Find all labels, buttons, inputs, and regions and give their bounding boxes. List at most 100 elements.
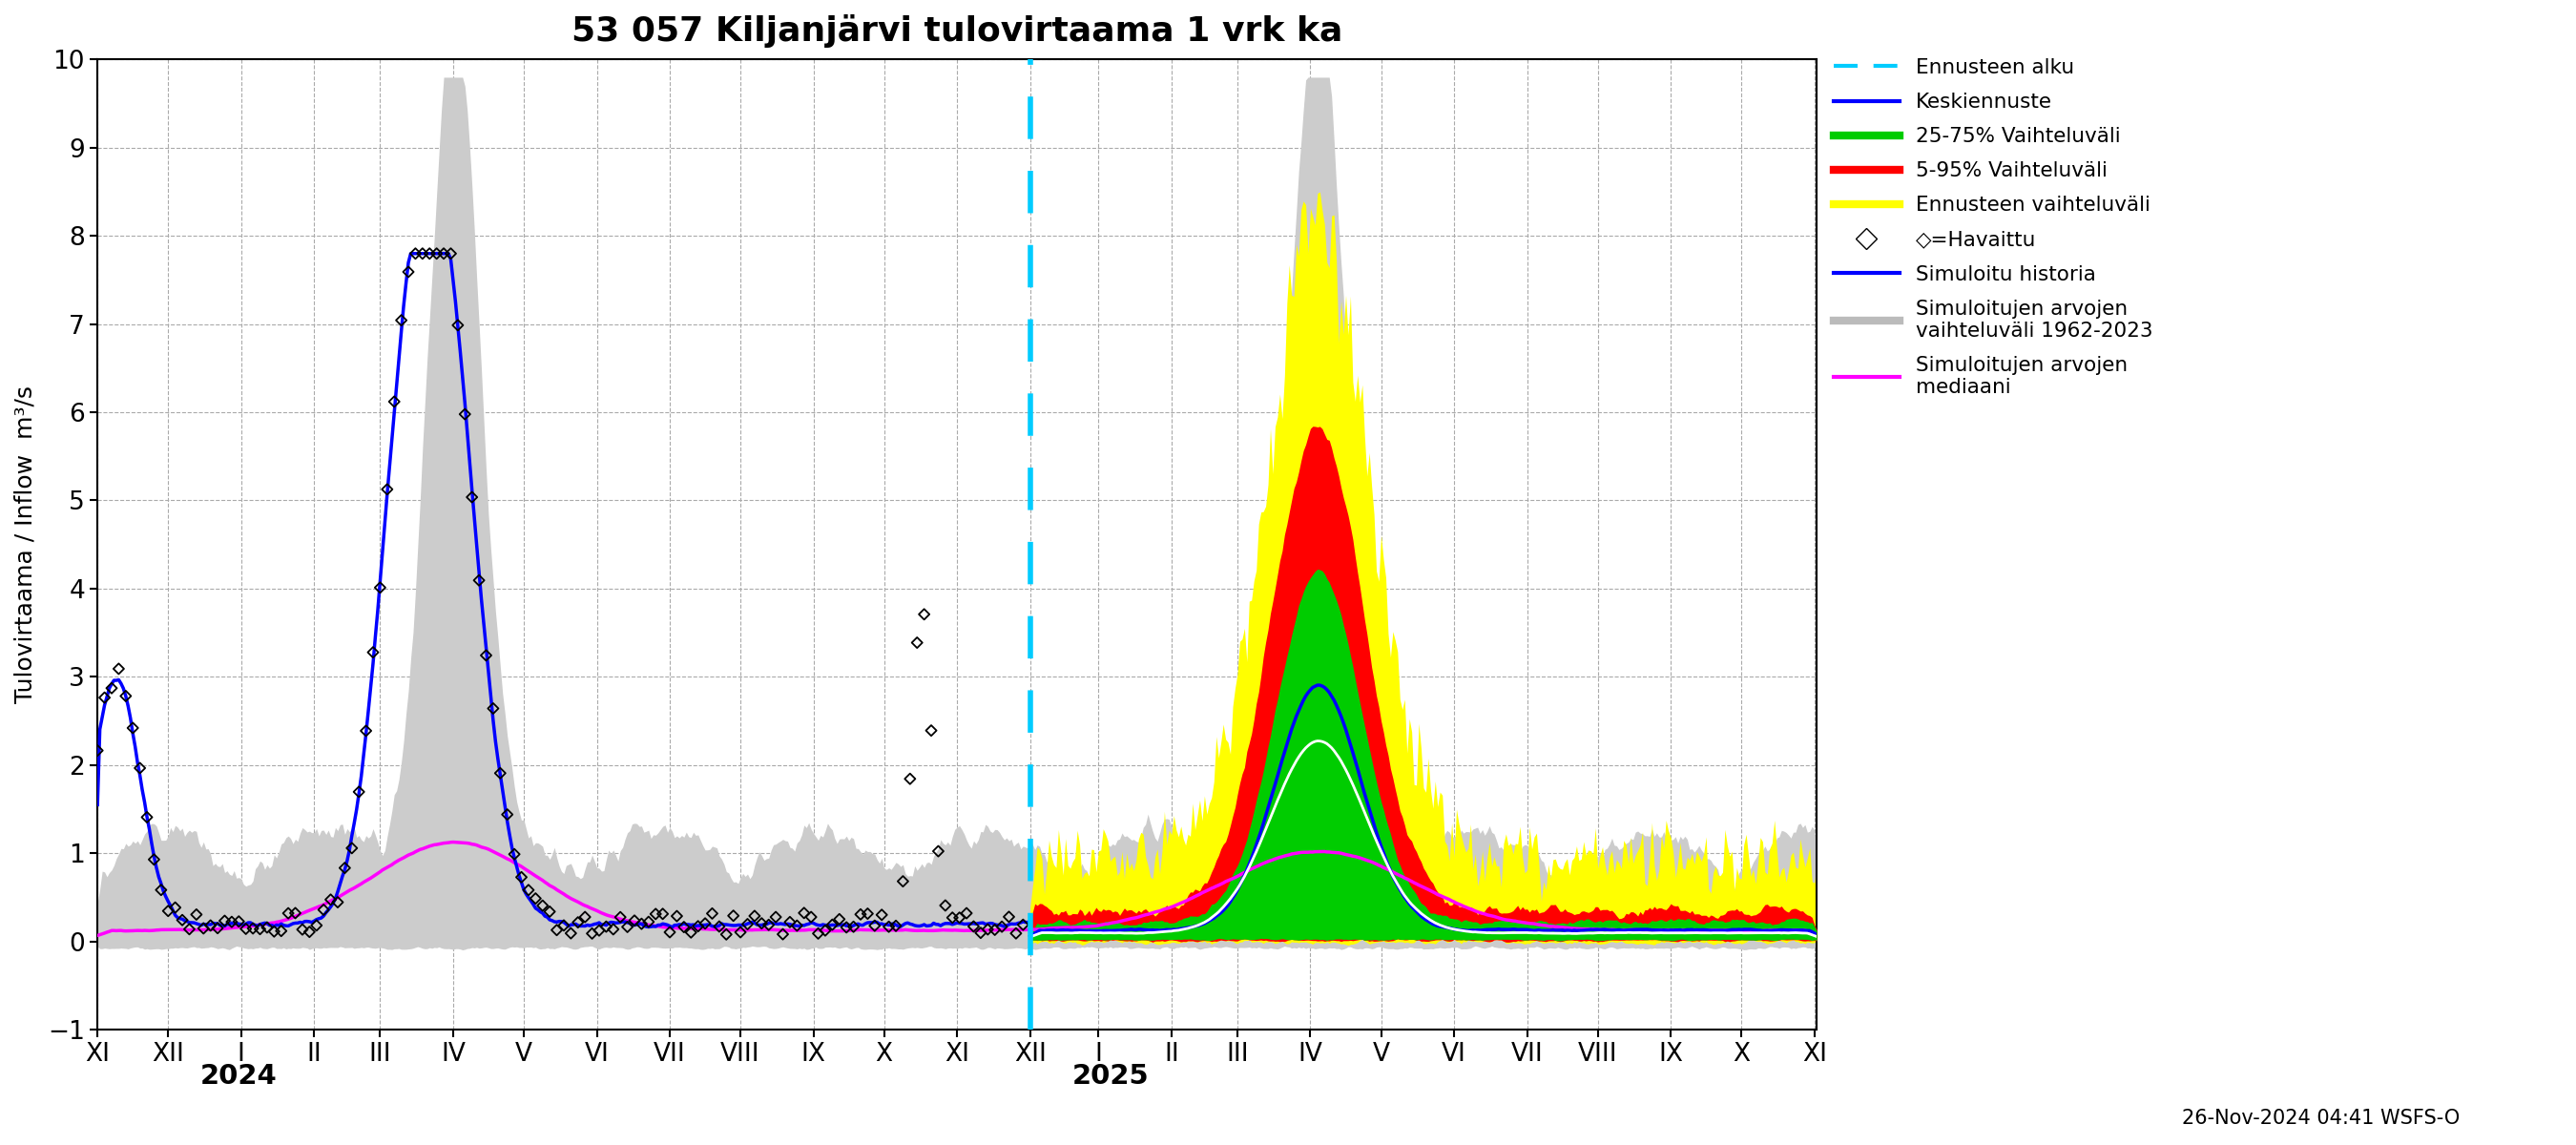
Point xyxy=(775,916,817,934)
Point xyxy=(106,687,147,705)
Point xyxy=(742,914,783,932)
Point xyxy=(783,903,824,922)
Point xyxy=(232,919,273,938)
Point xyxy=(90,679,131,697)
Point xyxy=(762,925,804,943)
Point xyxy=(706,925,747,943)
Point xyxy=(868,917,909,935)
Point xyxy=(134,851,175,869)
Point xyxy=(804,922,845,940)
Point xyxy=(608,918,649,937)
Point xyxy=(155,899,196,917)
Point xyxy=(714,907,755,925)
Point xyxy=(925,897,966,915)
Point xyxy=(374,393,415,411)
Point xyxy=(126,808,167,827)
Point xyxy=(832,917,873,935)
Point xyxy=(592,921,634,939)
Point xyxy=(353,643,394,662)
Point xyxy=(204,911,245,930)
Point xyxy=(113,719,155,737)
Point xyxy=(381,311,422,330)
Point xyxy=(909,721,951,740)
Point xyxy=(641,905,683,923)
Point xyxy=(252,923,294,941)
Point xyxy=(515,890,556,908)
Point xyxy=(1002,916,1043,934)
Title: 53 057 Kiljanjärvi tulovirtaama 1 vrk ka: 53 057 Kiljanjärvi tulovirtaama 1 vrk ka xyxy=(572,14,1342,48)
Point xyxy=(572,924,613,942)
Point xyxy=(142,881,183,899)
Point xyxy=(507,881,549,899)
Point xyxy=(495,845,536,863)
Point xyxy=(811,916,853,934)
Y-axis label: Tulovirtaama / Inflow  m³/s: Tulovirtaama / Inflow m³/s xyxy=(15,386,36,703)
Point xyxy=(670,923,711,941)
Point xyxy=(438,316,479,334)
Point xyxy=(402,244,443,262)
Point xyxy=(961,924,1002,942)
Point xyxy=(415,244,456,262)
Point xyxy=(953,917,994,935)
Point xyxy=(544,916,585,934)
Point xyxy=(304,901,345,919)
Point xyxy=(726,915,768,933)
Point xyxy=(268,905,309,923)
Point xyxy=(471,700,513,718)
Point xyxy=(989,908,1030,926)
Point xyxy=(917,842,958,860)
Point xyxy=(600,908,641,926)
Point xyxy=(345,721,386,740)
Point xyxy=(191,916,232,934)
Point xyxy=(459,571,500,590)
Point xyxy=(629,913,670,931)
Point xyxy=(734,907,775,925)
Point xyxy=(366,480,407,498)
Point xyxy=(325,859,366,877)
Point xyxy=(98,660,139,678)
Point xyxy=(904,606,945,624)
Point xyxy=(523,897,564,915)
Point xyxy=(276,903,317,922)
Point xyxy=(819,910,860,929)
Text: 2025: 2025 xyxy=(1072,1064,1149,1090)
Point xyxy=(196,919,237,938)
Point xyxy=(636,905,677,923)
Point xyxy=(309,891,350,909)
Point xyxy=(77,741,118,759)
Point xyxy=(224,919,265,938)
Point xyxy=(296,916,337,934)
Point xyxy=(361,578,402,597)
Point xyxy=(422,244,464,262)
Point xyxy=(528,902,569,921)
Point xyxy=(551,924,592,942)
Point xyxy=(118,759,160,777)
Point xyxy=(162,911,204,930)
Point xyxy=(621,915,662,933)
Point xyxy=(747,916,788,934)
Point xyxy=(479,764,520,782)
Point xyxy=(289,923,330,941)
Point xyxy=(500,868,541,886)
Point xyxy=(332,839,374,858)
Point xyxy=(657,907,698,925)
Point xyxy=(147,902,188,921)
Point xyxy=(938,908,979,926)
Point xyxy=(466,646,507,664)
Point xyxy=(698,917,739,935)
Point xyxy=(889,769,930,788)
Point xyxy=(848,905,889,923)
Point xyxy=(860,906,902,924)
Point xyxy=(183,919,224,938)
Point xyxy=(487,805,528,823)
Point xyxy=(85,688,126,706)
Point xyxy=(755,908,796,926)
Point xyxy=(799,924,840,942)
Point xyxy=(170,921,211,939)
Point xyxy=(840,906,881,924)
Point xyxy=(410,244,451,262)
Point xyxy=(770,913,811,931)
Point xyxy=(260,922,301,940)
Point xyxy=(580,922,621,940)
Point xyxy=(613,911,654,930)
